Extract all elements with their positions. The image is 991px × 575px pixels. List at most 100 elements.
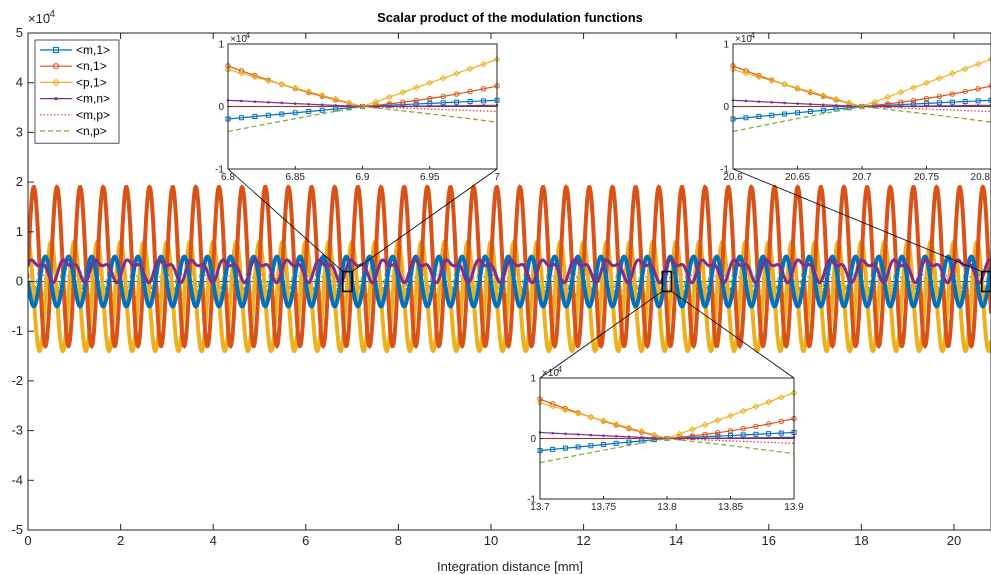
y-tick-label: 1 [16, 224, 23, 239]
inset-marker [279, 111, 285, 117]
inset-marker [562, 405, 569, 412]
y-tick-label: 0 [16, 274, 23, 289]
inset-marker [756, 114, 762, 119]
inset-marker [551, 431, 554, 435]
inset-marker [858, 103, 866, 110]
zoom-connector-line [732, 168, 982, 272]
inset-marker [768, 77, 776, 84]
inset-x-tick-label: 6.8 [221, 172, 235, 183]
inset-marker [265, 112, 271, 118]
inset-marker [468, 104, 472, 107]
inset-marker [564, 432, 567, 436]
inset-marker [769, 112, 775, 118]
y-exponent-base: ×10 [28, 11, 50, 26]
inset-marker [727, 428, 734, 434]
inset-marker [765, 421, 772, 427]
inset-marker [638, 428, 645, 435]
inset-y-tick-label: -1 [720, 165, 729, 176]
x-tick-label: 2 [117, 533, 124, 548]
inset-marker [727, 412, 734, 419]
inset-marker [777, 394, 785, 401]
y-tick-label: 5 [16, 25, 23, 40]
inset-marker [778, 418, 784, 425]
inset-marker [742, 69, 750, 77]
inset-x-tick-label: 20.8 [971, 172, 991, 183]
legend-marker [53, 47, 59, 53]
inset-marker [332, 95, 339, 103]
legend-label: <n,p> [76, 124, 107, 138]
x-tick-label: 8 [395, 533, 402, 548]
inset-marker [923, 79, 930, 87]
inset-marker [663, 435, 671, 442]
inset-y-tick-label: 1 [530, 374, 536, 385]
inset-marker [562, 406, 569, 414]
inset-marker [807, 109, 813, 114]
inset-exponent-base: ×10 [542, 368, 559, 379]
inset-marker [925, 104, 928, 108]
inset-x-tick-label: 6.95 [420, 172, 440, 183]
inset-marker [400, 99, 406, 105]
inset-y-tick-label: -1 [527, 495, 536, 506]
inset-y-tick-label: 1 [218, 40, 224, 51]
inset-marker [602, 434, 605, 437]
inset-marker [948, 70, 956, 77]
inset-x-tick-label: 6.85 [286, 172, 306, 183]
inset-y-tick-label: 0 [723, 102, 729, 113]
inset-marker [782, 111, 788, 117]
inset-series-line-5 [539, 437, 795, 464]
inset-marker [910, 84, 917, 91]
x-tick-label: 20 [947, 533, 961, 548]
inset-marker [743, 115, 749, 121]
series-group [28, 184, 991, 354]
inset-marker [267, 100, 270, 104]
inset-marker [961, 65, 969, 73]
inset-marker [770, 100, 773, 104]
zoom-connector-line [227, 168, 344, 272]
inset-marker [453, 91, 460, 97]
inset-marker [253, 100, 257, 103]
inset-marker [600, 417, 607, 424]
inset-x-tick-label: 13.7 [530, 502, 550, 513]
inset-marker [807, 88, 814, 96]
inset-marker [755, 73, 763, 81]
inset-marker [238, 115, 244, 121]
inset-marker [715, 429, 721, 436]
x-tick-label: 4 [210, 533, 217, 548]
inset-marker [612, 420, 620, 428]
legend-item: <n,p> [40, 124, 107, 138]
inset-marker [626, 439, 632, 445]
inset-marker [251, 73, 259, 81]
inset-marker [319, 107, 325, 113]
inset-marker [822, 103, 825, 107]
inset-marker [951, 104, 954, 108]
y-tick-label: 2 [16, 174, 23, 189]
inset-y-tick-label: 1 [723, 40, 729, 51]
inset-marker [613, 440, 619, 446]
inset-marker [589, 433, 593, 437]
inset-marker [794, 84, 801, 92]
inset-series-line-5 [732, 105, 991, 133]
inset-marker [334, 104, 337, 107]
inset-exponent-power: -4 [243, 31, 251, 40]
inset-marker [910, 97, 917, 104]
inset-marker [333, 106, 339, 112]
inset-marker [428, 104, 432, 108]
x-tick-label: 16 [762, 533, 776, 548]
inset-2: 13.7 13.75 13.8 13.85 13.9 -1 0 1 ×10-4 [527, 270, 804, 513]
inset-marker [307, 102, 311, 106]
inset-marker [653, 436, 656, 440]
inset-marker [898, 99, 904, 105]
legend-box [34, 39, 120, 144]
inset-marker [588, 443, 594, 449]
zoom-connector-line [351, 168, 498, 272]
inset-marker [897, 89, 905, 96]
inset-marker [401, 104, 405, 108]
legend-marker [52, 63, 60, 70]
legend-item: <m,1> [40, 43, 110, 57]
inset-exponent-base: ×10 [230, 34, 247, 45]
inset-marker [467, 99, 473, 104]
inset-marker [949, 99, 955, 105]
inset-marker [820, 107, 826, 113]
x-tick-label: 18 [854, 533, 868, 548]
y-tick-label: -1 [11, 323, 23, 338]
